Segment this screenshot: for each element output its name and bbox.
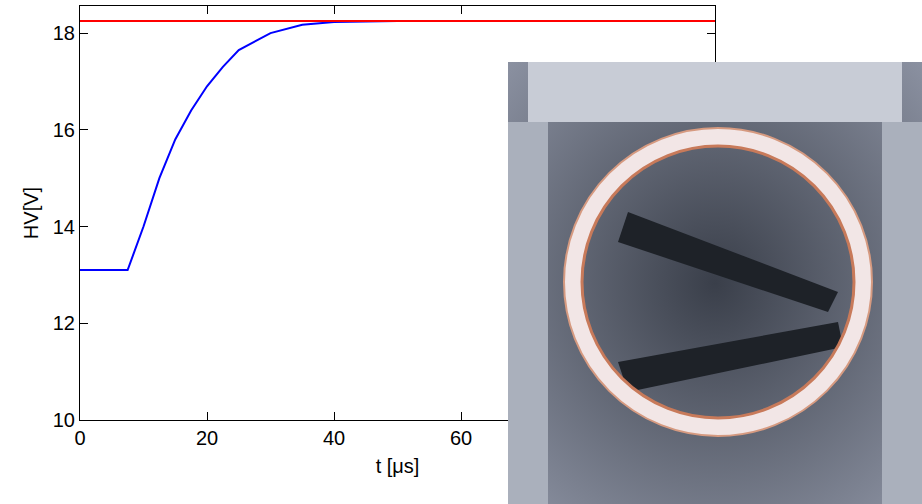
svg-text:18: 18 [53, 22, 75, 44]
svg-text:60: 60 [450, 427, 472, 449]
svg-text:12: 12 [53, 312, 75, 334]
svg-text:20: 20 [196, 427, 218, 449]
svg-text:10: 10 [53, 409, 75, 431]
svg-text:0: 0 [74, 427, 85, 449]
svg-text:t [μs]: t [μs] [376, 455, 420, 477]
svg-text:14: 14 [53, 216, 75, 238]
svg-text:16: 16 [53, 119, 75, 141]
svg-text:40: 40 [323, 427, 345, 449]
svg-text:HV[V]: HV[V] [20, 187, 42, 239]
